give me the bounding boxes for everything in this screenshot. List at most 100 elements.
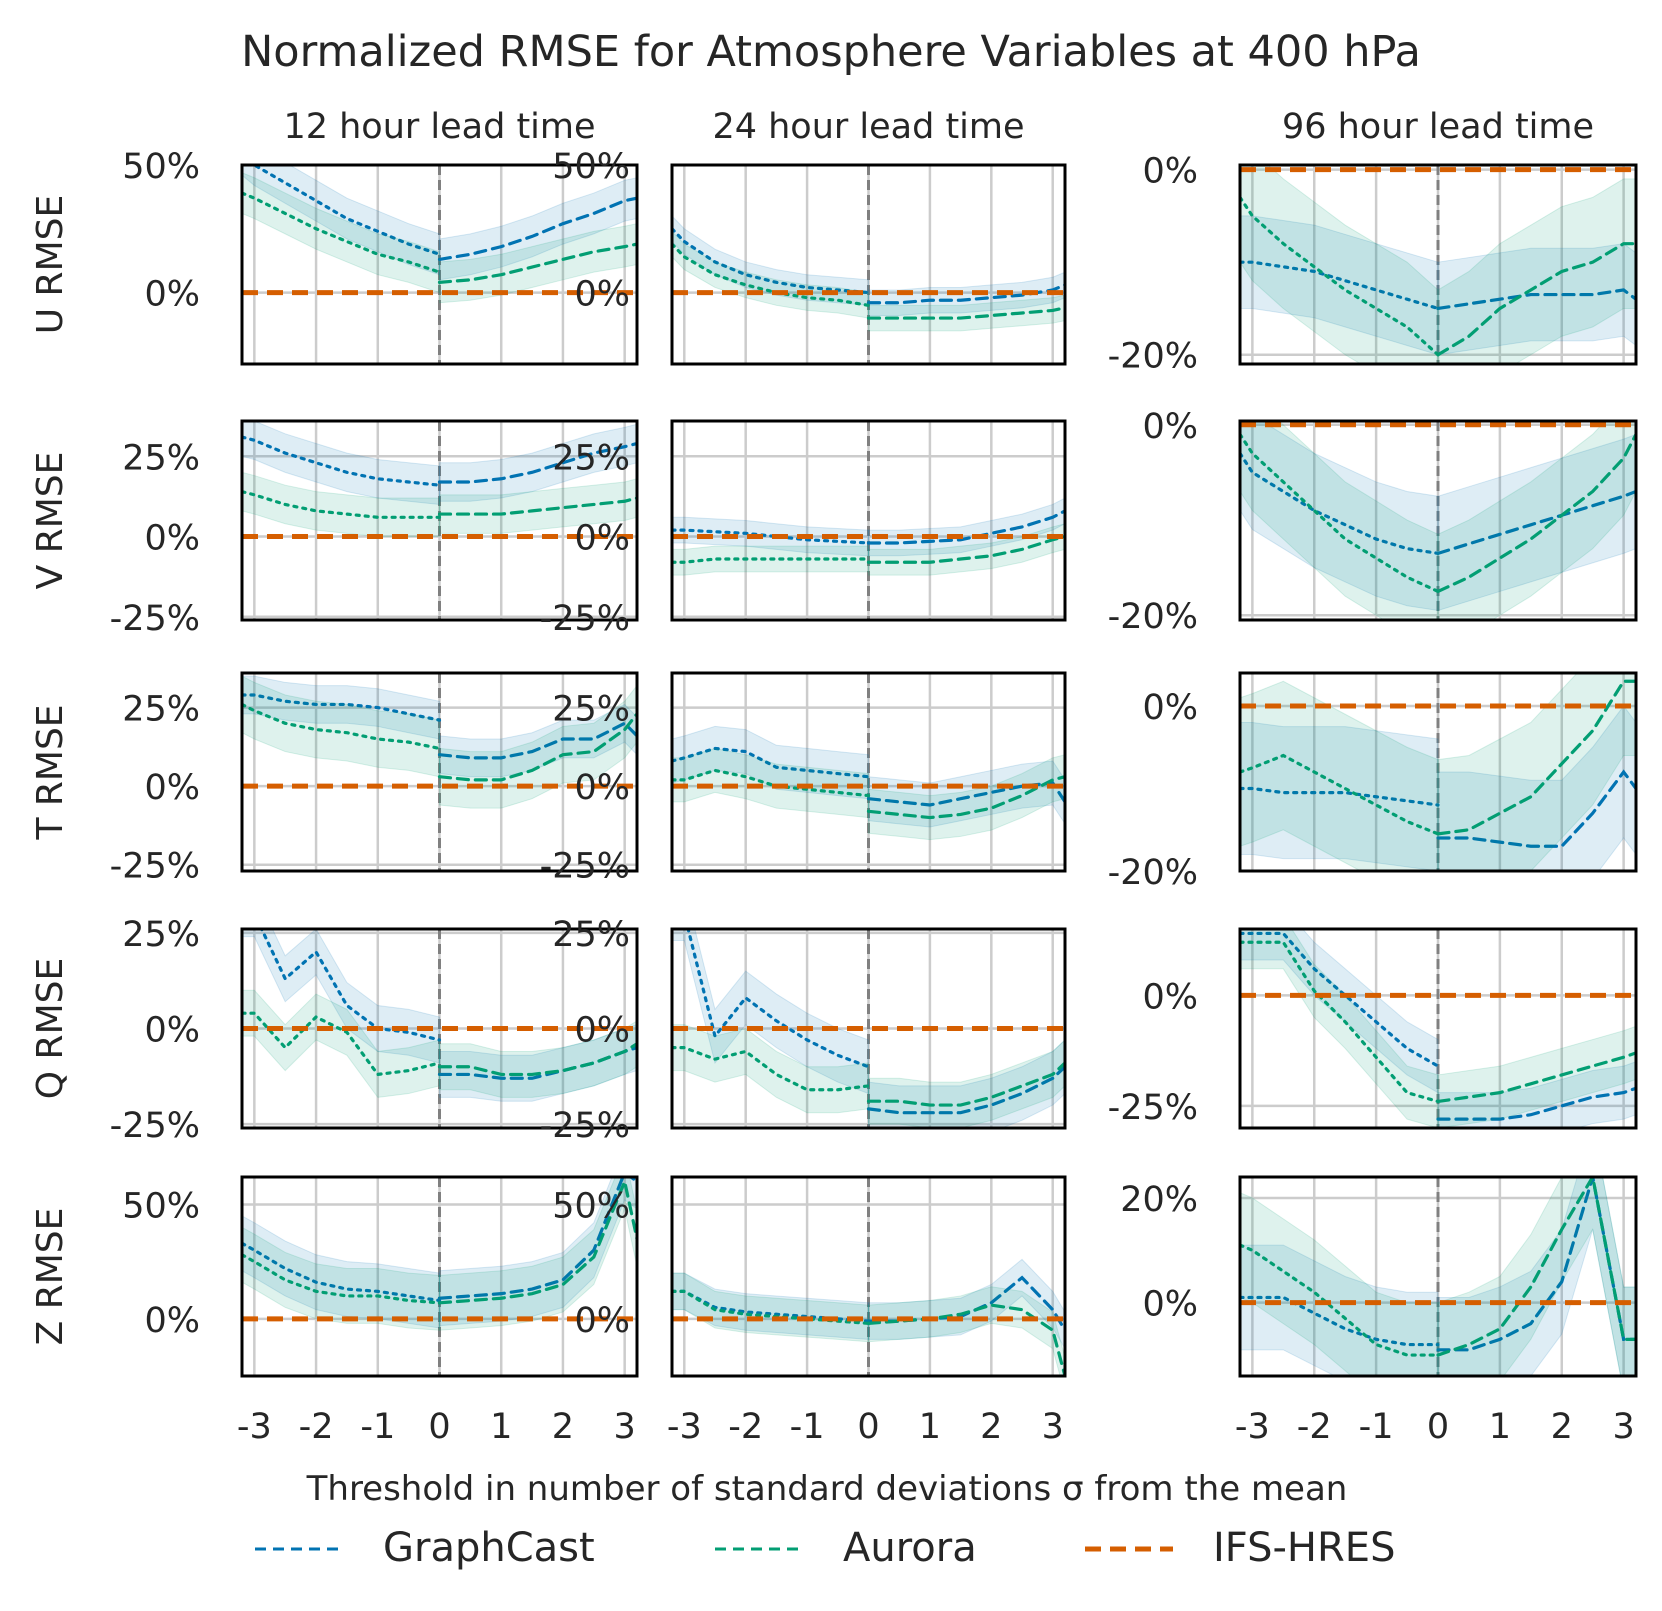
- series-line-aurora-right: [866, 775, 1065, 820]
- y-tick-label: 0%: [144, 1011, 200, 1051]
- series-line-aurora-left: [1240, 1243, 1440, 1357]
- series-line-aurora-left: [242, 702, 442, 751]
- series-line-aurora-right: [437, 712, 637, 782]
- confidence-band-aurora: [439, 1177, 637, 1331]
- row-label: V RMSE: [30, 452, 71, 590]
- series-line-graphcast-right: [1436, 288, 1636, 311]
- confidence-band-aurora: [1437, 1025, 1636, 1128]
- x-tick-label: 3: [1612, 1407, 1634, 1447]
- confidence-band-aurora: [242, 1226, 440, 1331]
- series-line-aurora-right: [1436, 242, 1636, 357]
- confidence-band-graphcast: [672, 929, 869, 1095]
- y-tick-label: 0%: [144, 1301, 200, 1341]
- y-tick-label: 0%: [144, 519, 200, 559]
- x-tick-label: 1: [919, 1407, 941, 1447]
- confidence-band-graphcast: [439, 1024, 637, 1102]
- series-line-graphcast-left: [686, 929, 871, 1069]
- panel: 0% -20%: [1108, 671, 1638, 893]
- panel: -25% 0% 25%: [540, 419, 1067, 639]
- series-line-aurora-left: [242, 191, 442, 274]
- confidence-band-graphcast: [868, 1039, 1065, 1128]
- series-line-graphcast-left: [242, 693, 442, 722]
- series-line-graphcast-right: [437, 721, 637, 760]
- confidence-band-graphcast: [439, 423, 637, 502]
- series-line-graphcast-left: [251, 165, 442, 256]
- confidence-band-graphcast: [868, 760, 1065, 828]
- x-tick-label: -3: [1235, 1407, 1270, 1447]
- legend-label: GraphCast: [383, 1525, 595, 1571]
- series-line-graphcast-left: [1240, 1295, 1440, 1347]
- x-tick-label: -1: [1359, 1407, 1394, 1447]
- confidence-band-graphcast: [868, 271, 1065, 317]
- y-tick-label: 25%: [552, 438, 630, 478]
- x-tick-label: -2: [728, 1407, 763, 1447]
- confidence-band-aurora: [868, 294, 1065, 332]
- confidence-band-graphcast: [868, 1258, 1065, 1350]
- series-line-aurora-left: [1240, 753, 1440, 836]
- confidence-band-graphcast: [242, 421, 440, 506]
- y-tick-label: 50%: [552, 1186, 630, 1226]
- confidence-band-graphcast: [1437, 1061, 1636, 1128]
- row-label: Q RMSE: [30, 958, 71, 1099]
- x-axis-label: Threshold in number of standard deviatio…: [306, 1469, 1348, 1509]
- confidence-band-aurora: [1240, 421, 1439, 620]
- confidence-band-graphcast: [439, 1177, 637, 1327]
- series-line-aurora-right: [437, 496, 637, 516]
- series-line-graphcast-left: [259, 929, 442, 1042]
- y-tick-label: 25%: [122, 915, 200, 955]
- panel-frame: [1238, 163, 1638, 366]
- y-tick-label: 0%: [1142, 152, 1198, 192]
- confidence-band-graphcast: [1437, 243, 1636, 356]
- series-line-aurora-left: [242, 1011, 442, 1077]
- confidence-band-aurora: [242, 989, 440, 1098]
- series-line-aurora-left: [672, 768, 871, 798]
- y-tick-label: 20%: [1120, 1180, 1198, 1220]
- series-line-aurora-left: [1240, 432, 1440, 594]
- confidence-band-graphcast: [439, 703, 637, 778]
- panel-frame: [670, 419, 1067, 622]
- confidence-band-graphcast: [242, 1215, 440, 1329]
- series-line-aurora-left: [672, 1046, 871, 1092]
- x-tick-label: 3: [1042, 1407, 1064, 1447]
- legend-label: IFS-HRES: [1213, 1525, 1395, 1571]
- y-tick-label: 0%: [574, 519, 630, 559]
- panel: 0% 20%: [1120, 1175, 1638, 1378]
- series-line-graphcast-right: [1436, 1086, 1636, 1121]
- panel-frame: [670, 163, 1067, 366]
- confidence-band-aurora: [439, 684, 637, 809]
- confidence-band-aurora: [868, 1286, 1065, 1376]
- y-tick-label: -25%: [110, 847, 200, 887]
- series-line-aurora-right: [1436, 432, 1636, 594]
- panel: 0% 50%: [552, 147, 1067, 366]
- panel: 0% -20%: [1108, 407, 1638, 637]
- confidence-band-aurora: [1240, 680, 1439, 871]
- y-tick-label: -25%: [110, 1106, 200, 1146]
- y-tick-label: 25%: [122, 438, 200, 478]
- y-tick-label: 0%: [1142, 1285, 1198, 1325]
- y-tick-label: 0%: [574, 1011, 630, 1051]
- confidence-band-aurora: [242, 172, 440, 294]
- confidence-band-graphcast: [242, 165, 440, 276]
- row-label: T RMSE: [30, 704, 71, 840]
- panel-frame: [1238, 671, 1638, 873]
- x-tick-label: 0: [428, 1407, 450, 1447]
- panel-frame: [240, 163, 639, 366]
- panel: -25% 0% 25%: [540, 915, 1067, 1146]
- panel-frame: [240, 1175, 639, 1378]
- panel-frame: [240, 671, 639, 873]
- confidence-band-aurora: [439, 223, 637, 304]
- column-title: 24 hour lead time: [712, 107, 1024, 147]
- confidence-band-aurora: [1437, 673, 1636, 871]
- y-tick-label: 0%: [1142, 407, 1198, 447]
- y-tick-label: -20%: [1108, 337, 1198, 377]
- legend: GraphCast Aurora IFS-HRES: [255, 1525, 1395, 1571]
- panel: -25% 0% 25%: [540, 671, 1067, 887]
- series-line-graphcast-left: [1240, 451, 1440, 555]
- x-tick-label: 2: [552, 1407, 574, 1447]
- y-tick-label: 0%: [1142, 688, 1198, 728]
- series-line-aurora-left: [1240, 195, 1440, 357]
- panel: 0% 50%: [122, 1175, 639, 1378]
- confidence-band-aurora: [1240, 1192, 1439, 1376]
- x-tick-label: 2: [980, 1407, 1002, 1447]
- x-tick-labels: -3 -2 -1 0 1 2 3 -3 -2 -1 0 1 2 3 -3 -2 -1 0 1 2 3: [237, 1407, 1635, 1447]
